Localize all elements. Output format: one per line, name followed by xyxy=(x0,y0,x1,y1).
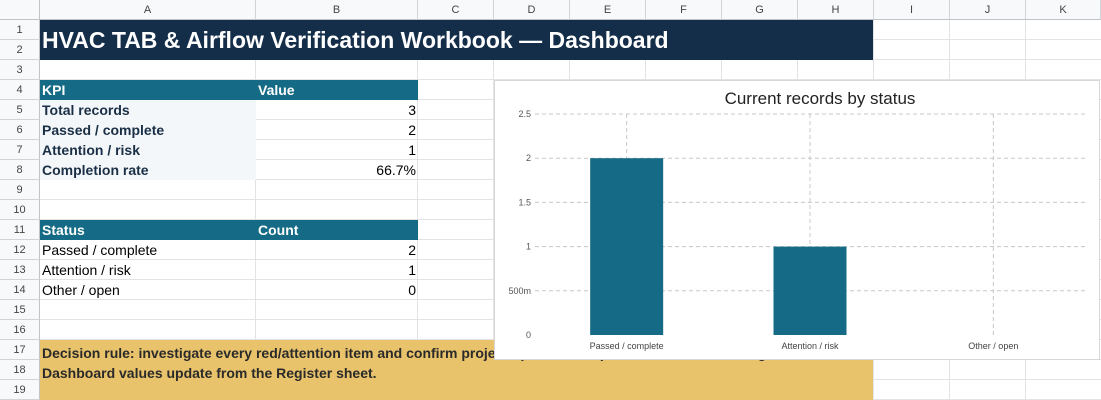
column-header-f[interactable]: F xyxy=(646,0,722,20)
decision-note-line-2: Dashboard values update from the Registe… xyxy=(42,365,377,381)
row-header-16[interactable]: 16 xyxy=(0,320,40,340)
kpi-header-label[interactable]: KPI xyxy=(42,82,66,98)
chart-x-tick-label: Passed / complete xyxy=(590,341,664,351)
column-header-k[interactable]: K xyxy=(1026,0,1101,20)
title-band xyxy=(40,20,873,60)
status-label-other[interactable]: Other / open xyxy=(42,282,120,298)
grid-row-line xyxy=(40,79,1101,80)
grid-column-line xyxy=(417,20,418,400)
sheet-title[interactable]: HVAC TAB & Airflow Verification Workbook… xyxy=(42,26,669,53)
status-header-count[interactable]: Count xyxy=(258,222,299,238)
row-header-13[interactable]: 13 xyxy=(0,260,40,280)
status-table-header xyxy=(40,220,418,240)
row-header-17[interactable]: 17 xyxy=(0,340,40,360)
chart-title: Current records by status xyxy=(725,89,916,108)
kpi-value-passed[interactable]: 2 xyxy=(408,122,416,138)
chart-y-tick-label: 500m xyxy=(508,286,531,296)
status-header-label[interactable]: Status xyxy=(42,222,85,238)
column-header-b[interactable]: B xyxy=(256,0,418,20)
row-header-19[interactable]: 19 xyxy=(0,380,40,400)
status-count-attention[interactable]: 1 xyxy=(408,262,416,278)
column-header-d[interactable]: D xyxy=(494,0,570,20)
kpi-value-total-records[interactable]: 3 xyxy=(408,102,416,118)
status-count-other[interactable]: 0 xyxy=(408,282,416,298)
column-header-g[interactable]: G xyxy=(722,0,798,20)
row-header-11[interactable]: 11 xyxy=(0,220,40,240)
chart-x-tick-label: Attention / risk xyxy=(781,341,839,351)
kpi-label-attention[interactable]: Attention / risk xyxy=(42,142,141,158)
column-header-e[interactable]: E xyxy=(570,0,646,20)
chart-y-tick-label: 2.5 xyxy=(518,109,531,119)
chart-y-tick-label: 2 xyxy=(526,153,531,163)
column-header-c[interactable]: C xyxy=(418,0,494,20)
grid-column-line xyxy=(255,20,256,400)
column-header-j[interactable]: J xyxy=(950,0,1026,20)
row-header-14[interactable]: 14 xyxy=(0,280,40,300)
kpi-label-shading xyxy=(40,100,256,180)
status-bar-chart[interactable]: Current records by status 0 500m 1 1.5 2 2.5 Pa… xyxy=(494,80,1100,360)
row-header-4[interactable]: 4 xyxy=(0,80,40,100)
chart-y-tick-label: 0 xyxy=(526,330,531,340)
kpi-value-completion-rate[interactable]: 66.7% xyxy=(376,162,416,178)
row-header-7[interactable]: 7 xyxy=(0,140,40,160)
chart-y-tick-label: 1 xyxy=(526,242,531,252)
row-header-12[interactable]: 12 xyxy=(0,240,40,260)
row-header-2[interactable]: 2 xyxy=(0,40,40,60)
select-all-corner[interactable] xyxy=(0,0,40,20)
row-header-9[interactable]: 9 xyxy=(0,180,40,200)
chart-canvas: Current records by status 0 500m 1 1.5 2 2.5 Pa… xyxy=(508,89,1085,351)
row-header-6[interactable]: 6 xyxy=(0,120,40,140)
row-header-5[interactable]: 5 xyxy=(0,100,40,120)
kpi-value-attention[interactable]: 1 xyxy=(408,142,416,158)
grid-column-line xyxy=(493,20,494,400)
column-header-h[interactable]: H xyxy=(798,0,874,20)
kpi-label-completion-rate[interactable]: Completion rate xyxy=(42,162,149,178)
kpi-table-header xyxy=(40,80,418,100)
row-header-8[interactable]: 8 xyxy=(0,160,40,180)
chart-x-tick-label: Other / open xyxy=(968,341,1018,351)
row-header-3[interactable]: 3 xyxy=(0,60,40,80)
kpi-label-passed[interactable]: Passed / complete xyxy=(42,122,165,138)
status-label-passed[interactable]: Passed / complete xyxy=(42,242,158,258)
chart-y-tick-label: 1.5 xyxy=(518,197,531,207)
row-header-10[interactable]: 10 xyxy=(0,200,40,220)
column-header-a[interactable]: A xyxy=(40,0,256,20)
kpi-header-value[interactable]: Value xyxy=(258,82,295,98)
column-header-i[interactable]: I xyxy=(874,0,950,20)
row-header-18[interactable]: 18 xyxy=(0,360,40,380)
kpi-label-total-records[interactable]: Total records xyxy=(42,102,130,118)
row-header-1[interactable]: 1 xyxy=(0,20,40,40)
status-label-attention[interactable]: Attention / risk xyxy=(42,262,131,278)
chart-bar xyxy=(590,158,664,335)
chart-bar xyxy=(773,246,847,335)
row-header-15[interactable]: 15 xyxy=(0,300,40,320)
status-count-passed[interactable]: 2 xyxy=(408,242,416,258)
